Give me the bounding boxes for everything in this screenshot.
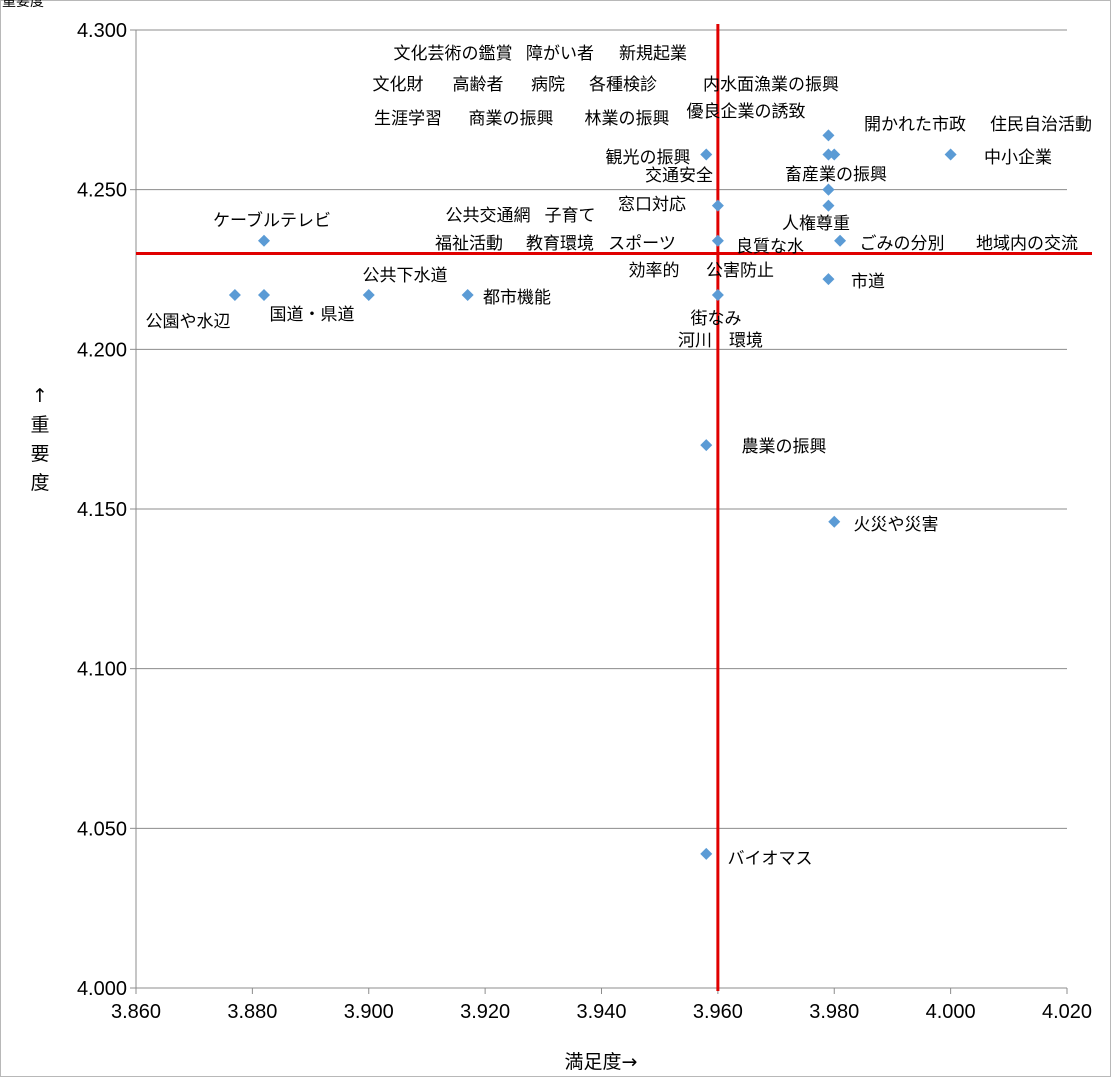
data-label: 生涯学習 (374, 109, 442, 129)
data-label: 市道 (851, 272, 885, 292)
data-label: 障がい者 (526, 44, 594, 64)
data-label: 新規起業 (619, 44, 687, 64)
y-axis-title-char: 重 (30, 414, 49, 436)
data-point (834, 234, 847, 247)
data-point (700, 148, 713, 161)
data-point (258, 289, 271, 302)
data-point (822, 129, 835, 142)
data-label: 林業の振興 (585, 109, 670, 129)
data-label: 環境 (729, 331, 763, 351)
data-label: 観光の振興 (606, 148, 691, 168)
data-point (461, 289, 474, 302)
data-label: 優良企業の誘致 (687, 102, 806, 122)
x-tick-label: 3.960 (693, 1001, 743, 1023)
data-label: ケーブルテレビ (213, 210, 331, 231)
x-axis-title: 満足度→ (565, 1051, 638, 1073)
data-point (822, 183, 835, 196)
data-label: 良質な水 (736, 237, 804, 257)
data-point (822, 199, 835, 212)
data-label: 河川 (678, 331, 712, 351)
data-label: 病院 (531, 75, 565, 95)
data-label: 内水面漁業の振興 (703, 75, 839, 95)
data-markers (228, 129, 957, 860)
data-point (700, 439, 713, 452)
data-label: 火災や災害 (854, 515, 939, 535)
data-label: スポーツ (608, 234, 676, 254)
data-label: バイオマス (728, 849, 813, 869)
data-label: 各種検診 (589, 75, 657, 95)
y-axis-title-char: ↑ (32, 385, 48, 407)
data-label: 都市機能 (483, 288, 551, 308)
data-label: 公共交通網 (446, 206, 531, 226)
y-tick-label: 4.000 (77, 978, 127, 1000)
data-label: 開かれた市政 (864, 115, 966, 135)
axes (130, 29, 1068, 994)
data-label: 国道・県道 (270, 305, 355, 325)
x-tick-label: 3.920 (460, 1001, 510, 1023)
data-label: 中小企業 (984, 148, 1052, 168)
y-tick-label: 4.100 (77, 659, 127, 681)
corner-label: 重要度 (2, 0, 44, 10)
data-label: 福祉活動 (435, 234, 503, 254)
x-tick-label: 3.860 (111, 1001, 161, 1023)
y-axis-title-char: 度 (30, 472, 49, 494)
data-label: 子育て (545, 206, 596, 226)
y-tick-label: 4.300 (77, 20, 127, 42)
data-point (700, 847, 713, 860)
data-point (828, 515, 841, 528)
data-point (711, 199, 724, 212)
data-point (944, 148, 957, 161)
data-label: 公園や水辺 (146, 312, 231, 332)
data-point (711, 289, 724, 302)
y-axis-title-char: 要 (30, 443, 49, 465)
data-point (711, 234, 724, 247)
x-tick-label: 3.900 (344, 1001, 394, 1023)
y-tick-label: 4.250 (77, 180, 127, 202)
y-tick-label: 4.050 (77, 818, 127, 840)
data-label: 公害防止 (706, 261, 774, 281)
data-label: 教育環境 (526, 234, 594, 254)
data-label: 効率的 (629, 261, 680, 281)
data-label: 街なみ (691, 309, 742, 329)
data-point (822, 148, 835, 161)
y-tick-label: 4.150 (77, 499, 127, 521)
x-tick-label: 3.980 (809, 1001, 859, 1023)
gridlines (136, 29, 1067, 829)
data-label: 人権尊重 (782, 214, 850, 234)
data-point (258, 234, 271, 247)
data-label: ごみの分別 (860, 234, 945, 254)
data-label: 高齢者 (453, 75, 504, 95)
data-label: 窓口対応 (618, 195, 686, 215)
data-label: 文化財 (373, 75, 424, 95)
reference-lines (136, 24, 1092, 991)
data-label: 農業の振興 (742, 437, 827, 457)
data-point (822, 273, 835, 286)
y-tick-label: 4.200 (77, 339, 127, 361)
data-label: 畜産業の振興 (785, 165, 887, 185)
y-axis-title: ↑ 重要度 (30, 385, 49, 494)
data-point (362, 289, 375, 302)
data-label: 地域内の交流 (976, 234, 1078, 254)
data-label: 商業の振興 (469, 109, 554, 129)
data-point (228, 289, 241, 302)
data-label: 文化芸術の鑑賞 (394, 44, 513, 64)
data-label: 交通安全 (645, 166, 713, 186)
x-tick-label: 4.020 (1042, 1001, 1092, 1023)
tick-labels: 4.000 4.050 4.100 4.150 4.200 4.250 4.300 3.860… (77, 20, 1092, 1023)
x-tick-label: 4.000 (926, 1001, 976, 1023)
data-label: 住民自治活動 (990, 115, 1092, 135)
data-label: 公共下水道 (363, 266, 448, 286)
x-tick-label: 3.880 (227, 1001, 277, 1023)
x-tick-label: 3.940 (576, 1001, 626, 1023)
